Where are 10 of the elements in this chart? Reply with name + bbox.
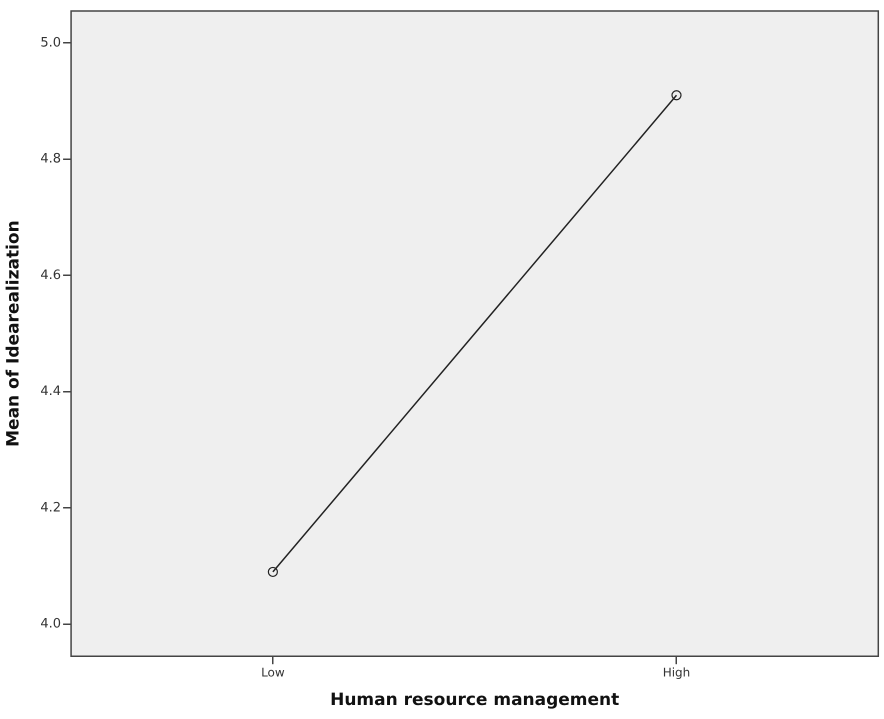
x-tick-label: High (662, 666, 690, 680)
y-tick-label: 5.0 (40, 35, 62, 50)
y-tick-label: 4.0 (40, 616, 62, 632)
y-axis-title: Mean of Idearealization (4, 220, 24, 447)
x-tick-label: Low (261, 666, 285, 680)
y-tick-label: 4.4 (40, 384, 62, 400)
x-axis-title: Human resource management (330, 690, 620, 710)
y-tick-label: 4.8 (40, 152, 62, 167)
y-tick-label: 4.6 (40, 268, 62, 283)
y-tick-label: 4.2 (40, 500, 62, 516)
